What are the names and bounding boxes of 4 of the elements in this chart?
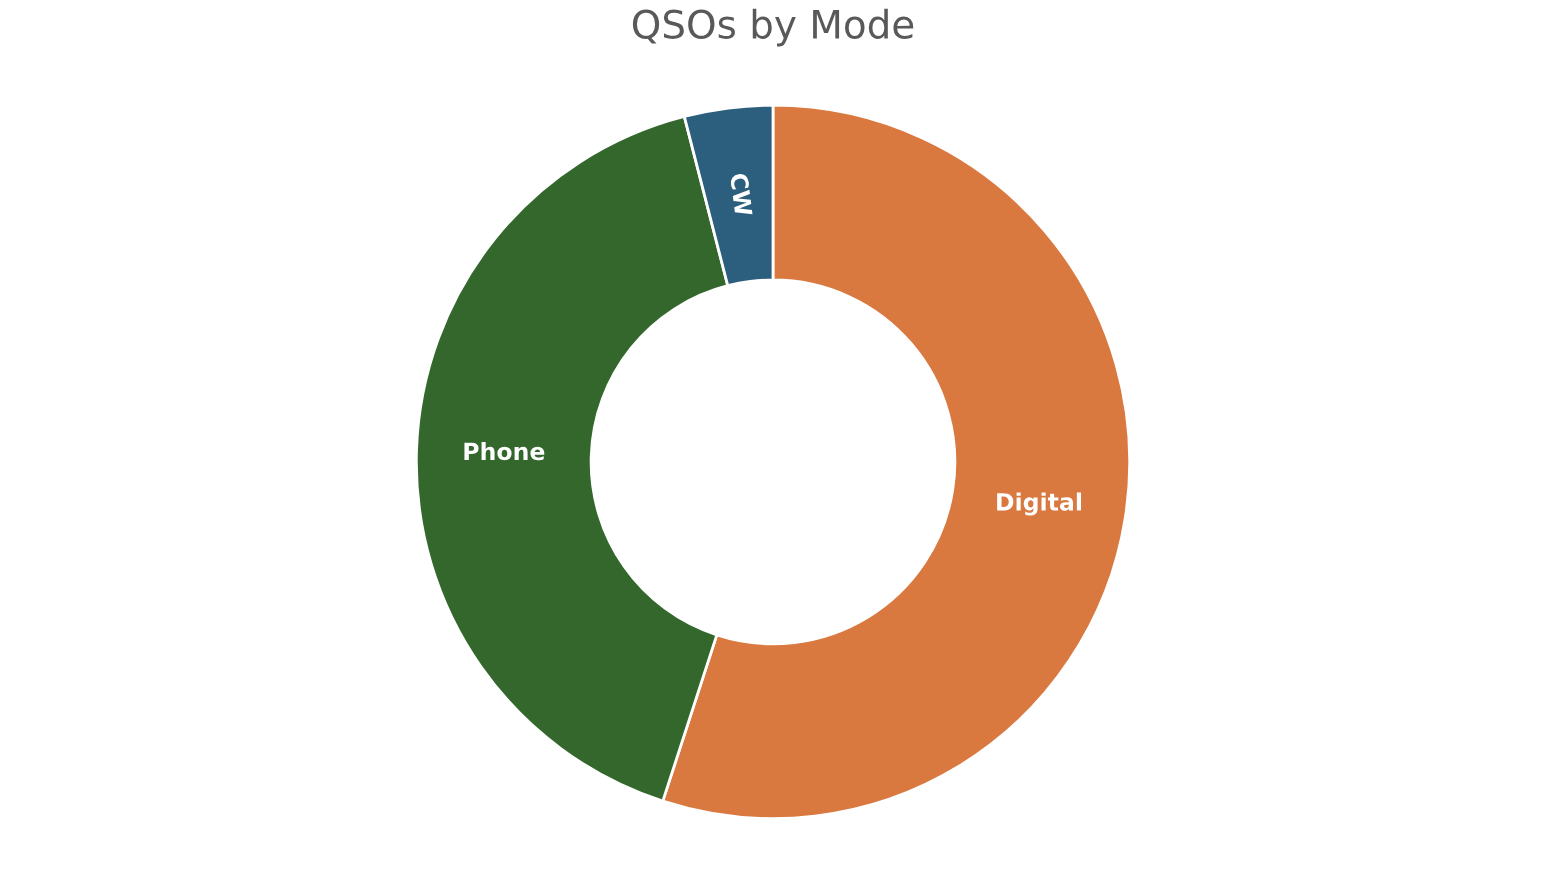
- slice-label: Phone: [464, 442, 545, 461]
- slice-label: Digital: [997, 492, 1081, 516]
- chart-title: QSOs by Mode: [632, 8, 914, 47]
- slice-label: CW: [729, 173, 753, 217]
